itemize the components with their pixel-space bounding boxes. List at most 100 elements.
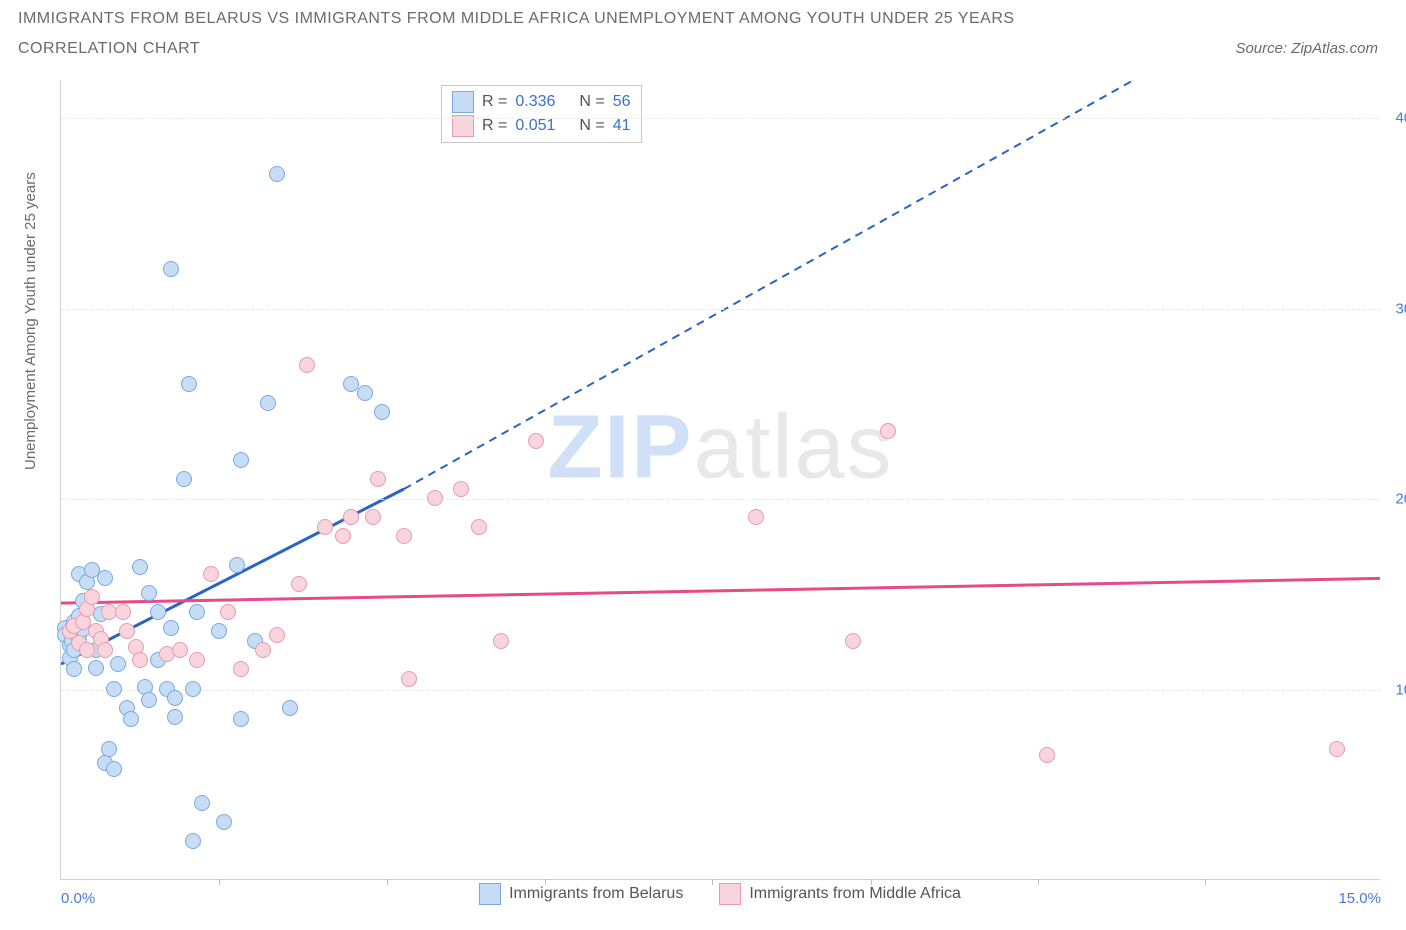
gridline	[61, 309, 1380, 310]
data-point-belarus	[150, 604, 166, 620]
plot-area: ZIPatlas R =0.336N =56R =0.051N =41 10.0…	[60, 80, 1380, 880]
legend-r-value-belarus: 0.336	[515, 93, 555, 111]
y-axis-label: Unemployment Among Youth under 25 years	[22, 172, 39, 470]
legend-n-label: N =	[579, 117, 604, 135]
data-point-belarus	[167, 709, 183, 725]
data-point-middle_africa	[528, 433, 544, 449]
data-point-belarus	[141, 585, 157, 601]
data-point-middle_africa	[233, 661, 249, 677]
legend-r-label: R =	[482, 117, 507, 135]
legend-n-label: N =	[579, 93, 604, 111]
data-point-belarus	[260, 395, 276, 411]
legend-bottom: Immigrants from Belarus Immigrants from M…	[60, 883, 1380, 910]
trend-line	[61, 578, 1380, 603]
data-point-belarus	[233, 711, 249, 727]
data-point-belarus	[88, 660, 104, 676]
legend-swatch-middle_africa	[719, 883, 741, 905]
data-point-middle_africa	[255, 642, 271, 658]
data-point-middle_africa	[203, 566, 219, 582]
y-tick-label: 30.0%	[1395, 300, 1406, 317]
data-point-middle_africa	[471, 519, 487, 535]
plot-container: ZIPatlas R =0.336N =56R =0.051N =41 10.0…	[60, 80, 1380, 880]
data-point-belarus	[189, 604, 205, 620]
data-point-middle_africa	[1039, 747, 1055, 763]
y-tick-label: 20.0%	[1395, 491, 1406, 508]
data-point-belarus	[97, 570, 113, 586]
data-point-belarus	[167, 690, 183, 706]
data-point-middle_africa	[845, 633, 861, 649]
data-point-belarus	[66, 661, 82, 677]
legend-r-label: R =	[482, 93, 507, 111]
y-tick-label: 10.0%	[1395, 681, 1406, 698]
data-point-belarus	[106, 761, 122, 777]
title-line-2: CORRELATION CHART	[18, 40, 200, 58]
data-point-middle_africa	[370, 471, 386, 487]
data-point-belarus	[185, 833, 201, 849]
legend-n-value-middle_africa: 41	[613, 117, 631, 135]
data-point-middle_africa	[335, 528, 351, 544]
data-point-belarus	[123, 711, 139, 727]
gridline	[61, 690, 1380, 691]
data-point-belarus	[357, 385, 373, 401]
data-point-middle_africa	[401, 671, 417, 687]
data-point-middle_africa	[79, 642, 95, 658]
gridline	[61, 118, 1380, 119]
data-point-belarus	[211, 623, 227, 639]
data-point-belarus	[233, 452, 249, 468]
legend-swatch-belarus	[452, 91, 474, 113]
legend-r-value-middle_africa: 0.051	[515, 117, 555, 135]
data-point-middle_africa	[396, 528, 412, 544]
data-point-belarus	[110, 656, 126, 672]
data-point-middle_africa	[291, 576, 307, 592]
data-point-middle_africa	[115, 604, 131, 620]
data-point-belarus	[132, 559, 148, 575]
data-point-belarus	[282, 700, 298, 716]
legend-rn-row-belarus: R = 0.336 N = 56	[452, 90, 631, 114]
source-label: Source: ZipAtlas.com	[1235, 40, 1378, 57]
data-point-middle_africa	[269, 627, 285, 643]
data-point-middle_africa	[343, 509, 359, 525]
data-point-middle_africa	[317, 519, 333, 535]
data-point-belarus	[163, 261, 179, 277]
data-point-middle_africa	[1329, 741, 1345, 757]
data-point-middle_africa	[880, 423, 896, 439]
data-point-belarus	[194, 795, 210, 811]
data-point-middle_africa	[119, 623, 135, 639]
legend-swatch-belarus	[479, 883, 501, 905]
legend-rn-box: R = 0.336 N = 56 R = 0.051 N = 41	[441, 85, 642, 143]
data-point-belarus	[163, 620, 179, 636]
data-point-middle_africa	[299, 357, 315, 373]
data-point-belarus	[141, 692, 157, 708]
legend-bottom-item-belarus: Immigrants from Belarus	[479, 883, 683, 905]
data-point-belarus	[216, 814, 232, 830]
data-point-belarus	[106, 681, 122, 697]
data-point-belarus	[185, 681, 201, 697]
legend-bottom-item-middle_africa: Immigrants from Middle Africa	[719, 883, 961, 905]
data-point-middle_africa	[189, 652, 205, 668]
data-point-belarus	[176, 471, 192, 487]
gridline	[61, 499, 1380, 500]
data-point-middle_africa	[220, 604, 236, 620]
data-point-belarus	[181, 376, 197, 392]
data-point-middle_africa	[493, 633, 509, 649]
data-point-middle_africa	[365, 509, 381, 525]
data-point-middle_africa	[132, 652, 148, 668]
legend-n-value-belarus: 56	[613, 93, 631, 111]
legend-bottom-label-middle_africa: Immigrants from Middle Africa	[749, 885, 961, 903]
watermark-suffix: atlas	[693, 397, 893, 497]
data-point-belarus	[229, 557, 245, 573]
y-tick-label: 40.0%	[1395, 110, 1406, 127]
legend-bottom-label-belarus: Immigrants from Belarus	[509, 885, 683, 903]
watermark: ZIPatlas	[547, 396, 893, 499]
title-line-1: IMMIGRANTS FROM BELARUS VS IMMIGRANTS FR…	[18, 10, 1015, 28]
data-point-middle_africa	[97, 642, 113, 658]
data-point-belarus	[101, 741, 117, 757]
data-point-middle_africa	[84, 589, 100, 605]
data-point-middle_africa	[748, 509, 764, 525]
trend-lines-svg	[61, 80, 1380, 879]
data-point-middle_africa	[453, 481, 469, 497]
data-point-middle_africa	[172, 642, 188, 658]
data-point-belarus	[374, 404, 390, 420]
watermark-prefix: ZIP	[547, 397, 693, 497]
data-point-middle_africa	[427, 490, 443, 506]
